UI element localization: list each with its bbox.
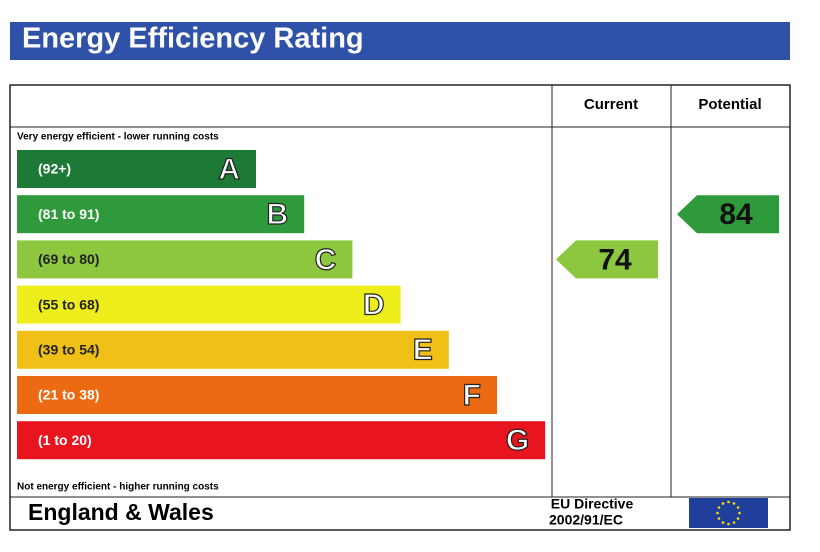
band-range: (39 to 54) <box>38 342 99 358</box>
star <box>717 506 721 509</box>
band <box>17 195 305 234</box>
band <box>17 150 256 188</box>
directive: 2002/91/EC <box>549 512 623 528</box>
band-letter: G <box>506 424 529 457</box>
band <box>17 240 353 279</box>
band-range: (55 to 68) <box>38 296 99 312</box>
band <box>17 285 401 324</box>
note: Not energy efficient - higher running co… <box>17 482 219 493</box>
star <box>721 502 725 505</box>
eu-stars <box>716 500 741 526</box>
star <box>727 522 730 526</box>
band-letter: A <box>218 153 240 186</box>
title: Energy Efficiency Rating <box>22 23 364 55</box>
star <box>721 521 725 524</box>
star <box>727 500 730 504</box>
region: England & Wales <box>28 499 214 525</box>
band-range: (69 to 80) <box>38 251 99 267</box>
directive: EU Directive <box>551 496 634 512</box>
band <box>17 330 449 369</box>
note: Very energy efficient - lower running co… <box>17 132 219 143</box>
star <box>738 511 741 515</box>
rating-arrow <box>556 240 658 279</box>
band-letter: C <box>315 243 337 276</box>
band <box>17 421 546 460</box>
star <box>717 517 721 520</box>
band-range: (92+) <box>38 161 71 177</box>
star <box>732 502 736 505</box>
rating-value: 84 <box>719 198 753 231</box>
band-letter: F <box>463 379 481 412</box>
band-letter: E <box>413 334 433 367</box>
band-range: (1 to 20) <box>38 432 92 448</box>
star <box>736 517 740 520</box>
star <box>736 506 740 509</box>
band-range: (81 to 91) <box>38 206 99 222</box>
star <box>732 521 736 524</box>
column-header: Potential <box>698 96 761 113</box>
star <box>716 511 719 515</box>
rating-value: 74 <box>598 243 632 276</box>
title-bar <box>10 22 790 60</box>
band <box>17 376 497 414</box>
band-letter: B <box>267 198 289 231</box>
column-header: Current <box>584 96 638 113</box>
rating-arrow <box>677 195 779 234</box>
frame <box>9 84 791 531</box>
band-range: (21 to 38) <box>38 387 99 403</box>
band-letter: D <box>363 289 385 322</box>
